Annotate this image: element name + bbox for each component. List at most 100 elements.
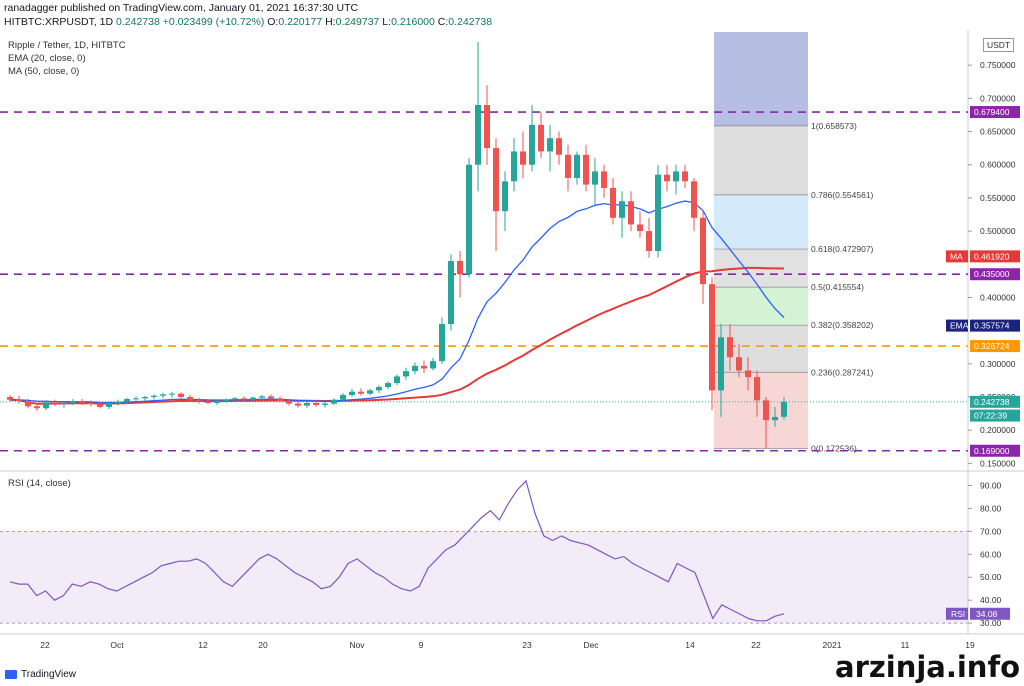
candle-body xyxy=(214,400,220,403)
high-value: 0.249737 xyxy=(335,16,380,28)
currency-badge[interactable]: USDT xyxy=(983,38,1015,52)
candle-body xyxy=(304,402,310,406)
time-tick-label: Nov xyxy=(349,640,365,650)
price-tag xyxy=(970,340,1020,353)
price-tick-label: 0.700000 xyxy=(980,93,1016,103)
candle-body xyxy=(664,174,670,182)
fib-label: 0(0.172536) xyxy=(811,443,857,453)
tradingview-mark-icon xyxy=(5,669,17,679)
candle-body xyxy=(745,370,751,378)
candle-body xyxy=(259,396,265,398)
price-tag xyxy=(970,106,1020,119)
tradingview-logo[interactable]: TradingView xyxy=(5,669,76,680)
price-tag-text: 0.679400 xyxy=(974,107,1010,117)
candle-body xyxy=(520,151,526,165)
horizontal-levels[interactable] xyxy=(0,111,968,452)
candle-body xyxy=(556,138,562,155)
candle-body xyxy=(682,171,688,182)
price-tick-label: 0.300000 xyxy=(980,359,1016,369)
price-tag xyxy=(970,409,1020,422)
time-tick-label: 22 xyxy=(751,640,761,650)
fib-band xyxy=(714,372,808,449)
candle-body xyxy=(205,401,211,403)
candle-body xyxy=(592,171,598,185)
candle-body xyxy=(448,260,454,324)
candle-body xyxy=(439,324,445,362)
candle-body xyxy=(628,201,634,225)
candle-body xyxy=(97,403,103,407)
price-tag xyxy=(970,395,1020,408)
open-label: O: xyxy=(267,16,279,28)
candle-body xyxy=(601,171,607,188)
time-tick-label: 14 xyxy=(685,640,695,650)
candle-body xyxy=(637,224,643,232)
price-tag xyxy=(970,250,1020,263)
price-tick-label: 0.200000 xyxy=(980,425,1016,435)
candle-body xyxy=(583,154,589,185)
open-value: 0.220177 xyxy=(278,16,323,28)
close-value: 0.242738 xyxy=(448,16,493,28)
price-chart[interactable]: 1(0.658573) 0.786(0.554561) 0.618(0.472907… xyxy=(0,30,1024,664)
publisher-line: ranadagger published on TradingView.com,… xyxy=(4,2,359,14)
candle-body xyxy=(196,400,202,402)
candle-body xyxy=(34,406,40,409)
footer: TradingView arzinja.info xyxy=(0,650,1024,686)
candle-body xyxy=(619,201,625,218)
candle-body xyxy=(367,390,373,394)
brand-label: TradingView xyxy=(21,669,77,680)
legend-ma: MA (50, close, 0) xyxy=(8,66,80,77)
candle-body xyxy=(394,376,400,384)
candle-body xyxy=(385,383,391,388)
time-tick-label: 20 xyxy=(258,640,268,650)
candle-body xyxy=(430,361,436,369)
candle-body xyxy=(781,401,787,417)
price-tag-text: 07:22:39 xyxy=(974,411,1007,421)
tag-prefix xyxy=(946,319,968,332)
candle-body xyxy=(268,396,274,399)
candle-body xyxy=(376,387,382,391)
rsi-tag xyxy=(970,607,1010,620)
candle-body xyxy=(772,416,778,421)
price-tags: 0.679400 MA 0.461920 0.435000 EMA 0.357574 0.3… xyxy=(946,106,1020,620)
candle-body xyxy=(466,164,472,275)
rsi-tick-label: 60.00 xyxy=(980,549,1002,559)
candle-body xyxy=(511,151,517,182)
fib-band xyxy=(714,125,808,195)
change-value: +0.023499 (+10.72%) xyxy=(162,16,265,28)
price-tag-text: 0.357574 xyxy=(974,321,1010,331)
candle-body xyxy=(241,398,247,400)
price-tag-text: 0.326724 xyxy=(974,341,1010,351)
candle-body xyxy=(565,154,571,178)
candle-body xyxy=(331,399,337,404)
candle-body xyxy=(754,377,760,401)
price-tick-label: 0.750000 xyxy=(980,60,1016,70)
candle-body xyxy=(484,105,490,149)
candle-body xyxy=(16,399,22,401)
rsi-tick-label: 30.00 xyxy=(980,618,1002,628)
candle-body xyxy=(538,124,544,152)
candle-body xyxy=(61,402,67,405)
candlesticks xyxy=(7,41,787,449)
price-tick-label: 0.150000 xyxy=(980,458,1016,468)
candle-body xyxy=(187,397,193,401)
candle-body xyxy=(178,393,184,397)
ema-20-line xyxy=(9,200,785,404)
fibonacci-retracement[interactable]: 1(0.658573) 0.786(0.554561) 0.618(0.472907… xyxy=(714,32,874,453)
rsi-pane xyxy=(9,479,785,622)
rsi-line xyxy=(9,479,785,622)
high-label: H: xyxy=(325,16,336,28)
candle-body xyxy=(223,399,229,401)
candle-body xyxy=(691,181,697,218)
candle-body xyxy=(727,337,733,358)
legend-title: Ripple / Tether, 1D, HITBTC xyxy=(8,40,126,51)
time-axis[interactable]: 22 Oct 12 20 Nov 9 23 Dec 14 22 2021 11 19 xyxy=(40,640,975,650)
candle-body xyxy=(673,171,679,182)
low-value: 0.216000 xyxy=(391,16,435,28)
rsi-tick-label: 50.00 xyxy=(980,572,1002,582)
time-tick-label: 22 xyxy=(40,640,50,650)
candle-body xyxy=(160,394,166,396)
time-tick-label: Oct xyxy=(110,640,124,650)
axes: 0.750000 0.700000 0.650000 0.600000 0.550000… xyxy=(0,30,1024,635)
candle-body xyxy=(232,398,238,400)
fib-top-box xyxy=(714,32,808,126)
